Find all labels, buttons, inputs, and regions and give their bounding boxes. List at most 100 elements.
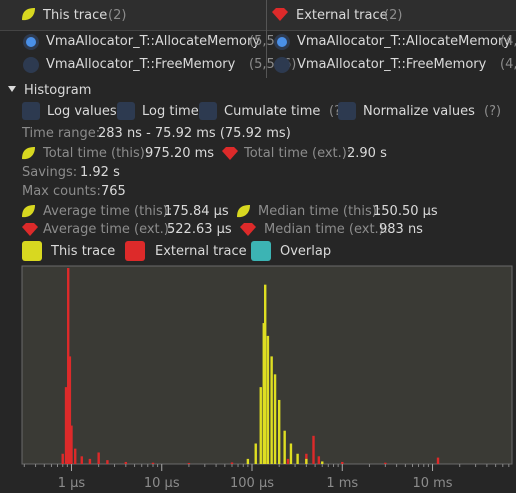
x-tick-label: 10 ms (412, 476, 452, 491)
histogram-bar (151, 462, 155, 464)
histogram-bar (289, 443, 293, 464)
x-tick-label: 10 µs (144, 476, 180, 491)
option-label: Normalize values (363, 104, 475, 119)
histogram-bar (187, 462, 191, 464)
histogram-bar (67, 268, 70, 464)
this-trace-icon (22, 8, 35, 21)
histogram-bar (296, 453, 299, 464)
collapse-arrow (8, 86, 16, 92)
stat-label: Median time (ext.): (264, 222, 389, 237)
histogram-title[interactable]: Histogram (24, 83, 92, 98)
ext-trace-title: External trace (296, 8, 388, 23)
x-tick-label: 1 µs (58, 476, 86, 491)
stat-value: 150.50 µs (373, 204, 438, 219)
histogram-bar (321, 461, 324, 464)
histogram-bar (262, 323, 265, 464)
histogram-bar (263, 284, 267, 464)
ext-trace-icon (222, 147, 238, 160)
checkbox[interactable] (338, 102, 356, 120)
stat-label: Max counts: (22, 184, 101, 199)
stat-label: Savings: (22, 165, 78, 180)
stat-label: Total time (ext.): (244, 146, 352, 161)
checkbox[interactable] (22, 102, 40, 120)
this-trace-icon (22, 205, 35, 218)
histogram-bar (61, 453, 64, 464)
histogram-bar (70, 425, 73, 464)
histogram-bar (341, 461, 344, 464)
stat-label: Average time (ext.): (43, 222, 174, 237)
divider (266, 0, 267, 78)
ext-trace-icon (240, 223, 256, 236)
ext-trace-icon (22, 223, 38, 236)
ext-trace-icon (272, 8, 288, 21)
legend-swatch[interactable] (125, 241, 145, 261)
histogram-bar (68, 356, 72, 464)
function-name: VmaAllocator_T::FreeMemory (46, 57, 236, 72)
legend-swatch[interactable] (22, 241, 42, 261)
histogram-bar (317, 456, 321, 464)
option-label: Cumulate time (224, 104, 321, 119)
histogram-bar (230, 462, 234, 464)
option-label: Log time (142, 104, 199, 119)
radio-button[interactable] (23, 57, 39, 73)
stat-value: 283 ns - 75.92 ms (75.92 ms) (98, 126, 291, 141)
histogram-bar (266, 335, 270, 464)
option-label: Log values (47, 104, 117, 119)
legend-swatch[interactable] (251, 241, 271, 261)
radio-button[interactable] (274, 34, 290, 50)
histogram-bar (124, 461, 128, 464)
function-count: (5,5 (249, 34, 275, 49)
function-name: VmaAllocator_T::AllocateMemory (297, 34, 512, 49)
stat-value: 2.90 s (347, 146, 387, 161)
x-tick-label: 1 ms (326, 476, 358, 491)
radio-button[interactable] (23, 34, 39, 50)
checkbox[interactable] (199, 102, 217, 120)
histogram-bar (64, 387, 68, 464)
function-count: (4,934) (500, 57, 516, 72)
x-tick-label: 100 µs (230, 476, 274, 491)
radio-button[interactable] (274, 57, 290, 73)
histogram-bar (273, 374, 277, 464)
histogram-bar (254, 443, 257, 464)
histogram-bar (74, 448, 77, 464)
histogram-bar (246, 458, 250, 464)
histogram-bar (106, 460, 109, 464)
function-name: VmaAllocator_T::FreeMemory (297, 57, 487, 72)
histogram-bar (88, 458, 92, 464)
histogram-bar (384, 462, 387, 464)
header-bar (0, 0, 516, 31)
function-count: (4,9 (500, 34, 516, 49)
histogram-bar (283, 430, 286, 464)
stat-value: 1.92 s (80, 165, 120, 180)
this-trace-title: This trace (43, 8, 108, 23)
histogram-bar (97, 452, 100, 464)
legend-label: Overlap (280, 244, 332, 259)
this-trace-count: (2) (108, 8, 127, 23)
stat-value: 983 ns (379, 222, 423, 237)
ext-trace-count: (2) (384, 8, 403, 23)
function-name: VmaAllocator_T::AllocateMemory (46, 34, 261, 49)
stat-value: 975.20 ms (145, 146, 215, 161)
stat-value: 765 (101, 184, 126, 199)
help-marker: (?) (484, 104, 502, 119)
this-trace-icon (22, 147, 35, 160)
histogram-bar (312, 435, 315, 464)
histogram-bar (270, 356, 273, 464)
histogram-bar (80, 456, 83, 464)
this-trace-icon (237, 205, 250, 218)
histogram-bar (259, 387, 262, 464)
histogram-bar (277, 399, 281, 464)
histogram-bar (305, 458, 308, 464)
legend-label: External trace (155, 244, 247, 259)
stat-label: Time range: (22, 126, 101, 141)
histogram-bar (436, 457, 440, 464)
checkbox[interactable] (117, 102, 135, 120)
stat-label: Median time (this): (258, 204, 382, 219)
stat-value: 175.84 µs (164, 204, 229, 219)
histogram-bar (286, 458, 290, 464)
stat-value: 522.63 µs (167, 222, 232, 237)
stat-label: Average time (this): (43, 204, 173, 219)
stat-label: Total time (this): (43, 146, 150, 161)
